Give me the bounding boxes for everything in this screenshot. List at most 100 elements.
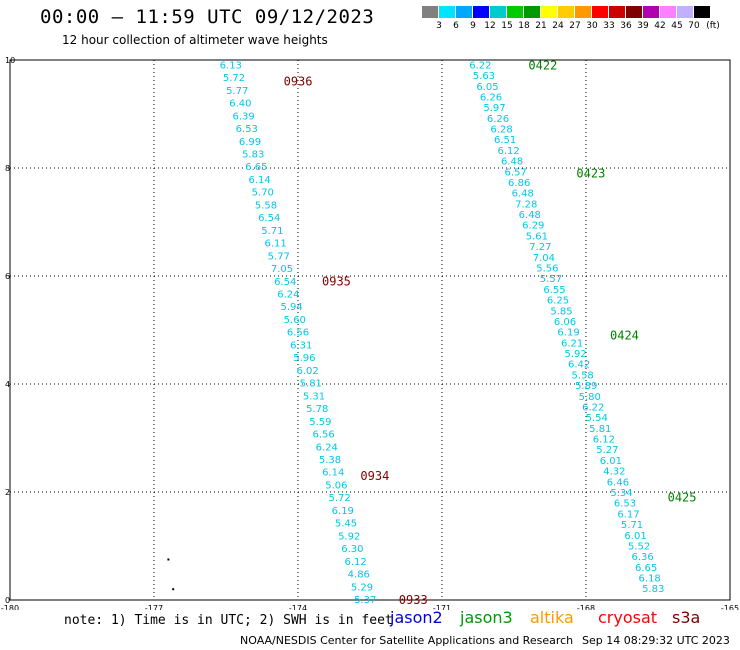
wave-height-value: 6.14 — [322, 468, 344, 479]
wave-height-value: 5.29 — [351, 582, 373, 593]
wave-height-value: 6.12 — [344, 557, 366, 568]
footer-timestamp: Sep 14 08:29:32 UTC 2023 — [582, 634, 730, 647]
color-scale-swatch — [490, 6, 507, 18]
wave-height-value: 5.70 — [252, 188, 274, 199]
wave-height-value: 6.19 — [332, 506, 354, 517]
wave-height-value: 6.14 — [248, 175, 270, 186]
color-scale-label: 12 — [484, 21, 496, 31]
wave-height-value: 6.48 — [501, 157, 523, 168]
wave-height-value: 5.54 — [586, 413, 608, 424]
color-scale-swatch — [558, 6, 575, 18]
color-scale-swatch — [694, 6, 711, 18]
wave-height-value: 5.77 — [226, 86, 248, 97]
wave-height-value: 4.32 — [603, 467, 625, 478]
wave-height-value: 6.05 — [476, 82, 498, 93]
color-scale-label: 33 — [603, 21, 615, 31]
wave-height-value: 5.57 — [540, 274, 562, 285]
wave-height-value: 6.28 — [490, 125, 512, 136]
wave-height-value: 5.85 — [550, 306, 572, 317]
wave-height-value: 6.01 — [600, 456, 622, 467]
color-scale-swatch — [541, 6, 558, 18]
wave-height-value: 6.02 — [296, 366, 318, 377]
wave-height-value: 6.56 — [287, 328, 309, 339]
wave-height-value: 5.61 — [526, 231, 548, 242]
wave-height-value: 5.38 — [319, 455, 341, 466]
wave-height-value: 7.27 — [529, 242, 551, 253]
pass-time-label: 0935 — [322, 274, 351, 288]
wave-height-value: 5.37 — [354, 595, 376, 606]
pass-time-label: 0933 — [399, 593, 428, 607]
pass-time-label: 0422 — [528, 58, 557, 72]
wave-height-value: 5.96 — [293, 353, 315, 364]
x-tick-label: -171 — [433, 604, 451, 610]
color-scale-label: 21 — [535, 21, 547, 31]
wave-height-value: 6.36 — [631, 552, 653, 563]
y-tick-label: 2 — [5, 488, 10, 497]
wave-height-value: 6.55 — [543, 285, 565, 296]
wave-height-value: 6.65 — [245, 162, 267, 173]
wave-height-value: 5.81 — [589, 424, 611, 435]
color-scale-swatch — [626, 6, 643, 18]
wave-height-value: 6.86 — [508, 178, 530, 189]
color-scale-swatch — [575, 6, 592, 18]
footer-credit: NOAA/NESDIS Center for Satellite Applica… — [240, 634, 574, 647]
color-scale-label: 39 — [637, 21, 649, 31]
wave-height-value: 5.78 — [306, 404, 328, 415]
plot-frame — [9, 59, 731, 601]
wave-height-value: 6.31 — [290, 340, 312, 351]
color-scale-label: 18 — [518, 21, 530, 31]
wave-height-value: 7.05 — [271, 264, 293, 275]
wave-height-value: 6.54 — [274, 277, 296, 288]
x-tick-label: -177 — [145, 604, 163, 610]
data-point — [167, 558, 170, 561]
pass-time-label: 0936 — [284, 75, 313, 89]
wave-height-value: 5.06 — [325, 480, 347, 491]
color-scale-swatch — [456, 6, 473, 18]
wave-height-value: 5.45 — [335, 519, 357, 530]
wave-height-plot: -180 -177 -174 -171 -168 -165 0 2 4 6 8 10 6.13 5.72 5… — [1, 56, 739, 610]
color-scale-label: 6 — [453, 21, 459, 31]
legend-satellite-cryosat: cryosat — [598, 608, 658, 627]
wave-height-value: 6.46 — [607, 477, 629, 488]
y-tick-label: 10 — [5, 56, 15, 65]
wave-height-value: 6.01 — [624, 531, 646, 542]
x-tick-label: -165 — [721, 604, 739, 610]
wave-height-value: 6.40 — [229, 99, 251, 110]
data-point — [172, 588, 175, 591]
wave-height-value: 6.51 — [494, 135, 516, 146]
wave-height-value: 6.25 — [547, 296, 569, 307]
wave-height-value: 6.26 — [480, 92, 502, 103]
wave-height-value: 5.92 — [338, 531, 360, 542]
color-scale-label: 36 — [620, 21, 632, 31]
wave-height-value: 5.71 — [621, 520, 643, 531]
wave-height-value: 6.48 — [519, 210, 541, 221]
legend-satellite-jason2: jason2 — [390, 608, 443, 627]
y-tick-label: 0 — [5, 596, 10, 605]
chart-subtitle: 12 hour collection of altimeter wave hei… — [62, 33, 328, 47]
wave-height-value: 5.56 — [536, 264, 558, 275]
wave-height-value: 5.58 — [572, 370, 594, 381]
wave-height-value: 6.24 — [316, 442, 338, 453]
pass-time-label: 0934 — [360, 469, 389, 483]
legend-satellite-s3a: s3a — [672, 608, 701, 627]
color-scale-label: 42 — [654, 21, 666, 31]
wave-height-value: 5.92 — [564, 349, 586, 360]
x-tick-label: -174 — [289, 604, 307, 610]
wave-height-value: 5.72 — [223, 73, 245, 84]
wave-height-value: 5.80 — [579, 392, 601, 403]
color-scale-swatch — [473, 6, 490, 18]
wave-height-value: 4.86 — [348, 570, 370, 581]
wave-height-value: 5.34 — [610, 488, 632, 499]
wave-height-value: 5.97 — [483, 103, 505, 114]
color-scale-swatch — [592, 6, 609, 18]
wave-height-value: 5.83 — [242, 150, 264, 161]
wave-height-value: 6.17 — [617, 509, 639, 520]
wave-height-value: 6.99 — [239, 137, 261, 148]
footer: NOAA/NESDIS Center for Satellite Applica… — [240, 634, 730, 647]
color-scale-swatch — [524, 6, 541, 18]
wave-height-value: 5.81 — [300, 379, 322, 390]
wave-height-value: 5.27 — [596, 445, 618, 456]
color-scale-swatch — [507, 6, 524, 18]
wave-height-value: 6.30 — [341, 544, 363, 555]
y-tick-label: 8 — [5, 164, 10, 173]
